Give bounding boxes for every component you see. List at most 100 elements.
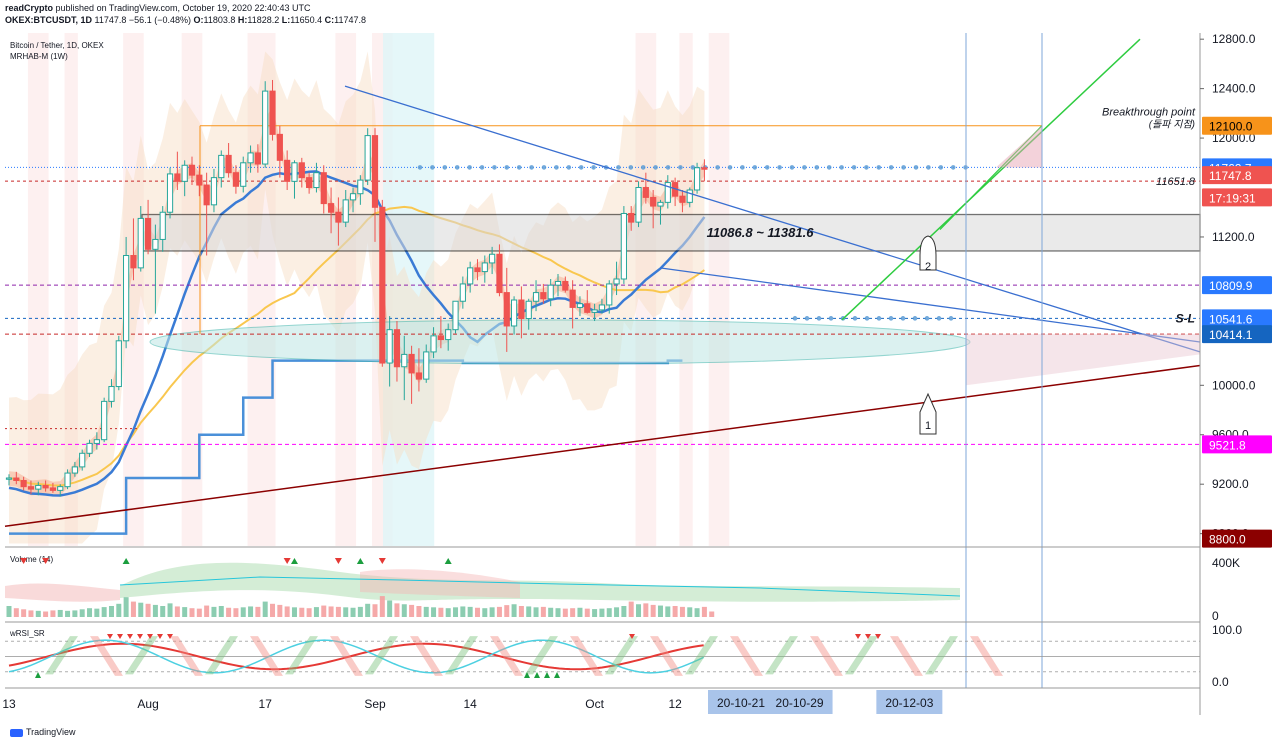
rsi-wave-green — [445, 636, 478, 675]
volume-bar — [167, 603, 173, 617]
dot-marker — [616, 165, 621, 170]
candle — [276, 133, 283, 161]
volume-bar — [533, 607, 539, 617]
rsi-wave-green — [685, 636, 718, 675]
rsi-up-icon — [35, 672, 41, 678]
rsi-down-icon — [147, 634, 153, 639]
volume-bar — [343, 607, 349, 617]
high-value: 11828.2 — [247, 15, 280, 25]
volume-bar — [555, 608, 561, 617]
candle — [306, 177, 313, 189]
candle — [393, 329, 401, 368]
candle — [137, 217, 144, 269]
dot-marker — [442, 165, 448, 170]
rsi-down-icon — [127, 634, 133, 639]
volume-bar — [182, 607, 188, 617]
x-tick-label: Aug — [137, 697, 158, 711]
dot-marker — [912, 316, 918, 321]
trendline-blue-2 — [659, 267, 1201, 343]
dot-marker — [690, 165, 696, 170]
price-label-text: 8800.0 — [1209, 533, 1246, 547]
dot-marker — [752, 165, 758, 170]
volume-bar — [6, 606, 12, 617]
candle — [152, 238, 159, 250]
candle — [547, 284, 554, 300]
dot-marker — [504, 165, 510, 170]
price-label-text: 11747.8 — [1209, 169, 1252, 183]
volume-bar — [511, 604, 517, 617]
candle — [701, 167, 708, 170]
dot-marker — [876, 316, 882, 321]
candle — [86, 442, 93, 454]
candle — [320, 172, 327, 205]
candle — [664, 182, 671, 203]
projection-box — [996, 125, 1042, 168]
candle — [174, 173, 181, 182]
volume-bar — [372, 604, 378, 617]
volume-bar — [108, 606, 114, 617]
volume-ma — [119, 576, 961, 597]
date-badge — [708, 690, 774, 714]
volume-bar — [665, 606, 671, 617]
close-label: C: — [324, 15, 335, 25]
volume-bar — [94, 608, 100, 617]
candle — [57, 486, 64, 491]
dot-marker — [864, 165, 869, 170]
date-badge — [766, 690, 833, 714]
dot-marker — [578, 165, 584, 170]
rsi-wave-red — [650, 636, 683, 676]
dot-marker — [900, 316, 906, 321]
pane-symbol-title: Bitcoin / Tether, 1D, OKEX — [10, 41, 104, 50]
candle — [467, 267, 474, 285]
volume-bar — [423, 606, 429, 617]
candle — [445, 329, 452, 341]
candle — [518, 299, 525, 320]
dot-marker — [802, 165, 807, 170]
volume-bar — [87, 608, 93, 617]
dot-marker — [777, 165, 782, 170]
dot-marker — [715, 165, 720, 170]
dot-marker — [948, 316, 954, 321]
price-label-box — [1202, 529, 1272, 548]
candle — [489, 253, 496, 264]
volume-bar — [577, 607, 583, 617]
volume-bar — [489, 607, 495, 617]
volume-bar — [657, 605, 663, 617]
pane-indicator: MRHAB-M (1W) — [10, 51, 68, 62]
price-label-text: 9521.8 — [1209, 438, 1246, 452]
candle — [613, 278, 620, 285]
candle — [401, 353, 408, 368]
candle — [123, 255, 130, 342]
candle — [554, 280, 562, 286]
date-badge — [876, 690, 943, 714]
dot-marker — [740, 165, 745, 170]
candle — [20, 479, 27, 488]
candle — [357, 179, 364, 195]
y-tick-label: 10000.0 — [1212, 378, 1256, 392]
rsi-wave-green — [125, 636, 158, 675]
candle — [349, 193, 357, 201]
volume-bar — [130, 601, 136, 617]
rsi-wave-red — [410, 636, 443, 676]
dot-marker — [516, 165, 522, 170]
date-badge-label: 20-10-29 — [776, 696, 824, 710]
rsi-title: wRSI_SR — [9, 629, 45, 638]
candle — [313, 172, 320, 189]
candle — [415, 372, 423, 380]
candle — [503, 292, 510, 327]
candle — [218, 154, 225, 179]
dot-marker — [792, 316, 798, 321]
trendline-blue-1 — [344, 85, 1201, 353]
candle — [5, 477, 13, 480]
volume-bar — [57, 609, 63, 617]
signal-band-red — [335, 33, 357, 546]
candle — [584, 303, 591, 313]
rsi-down-icon — [167, 634, 173, 639]
volume-bar — [445, 608, 451, 617]
signal-down-icon — [378, 558, 386, 564]
marker-1-label: 1 — [925, 420, 931, 432]
candle — [115, 340, 122, 388]
dot-marker — [876, 165, 882, 170]
x-tick-label: 12 — [668, 697, 682, 711]
